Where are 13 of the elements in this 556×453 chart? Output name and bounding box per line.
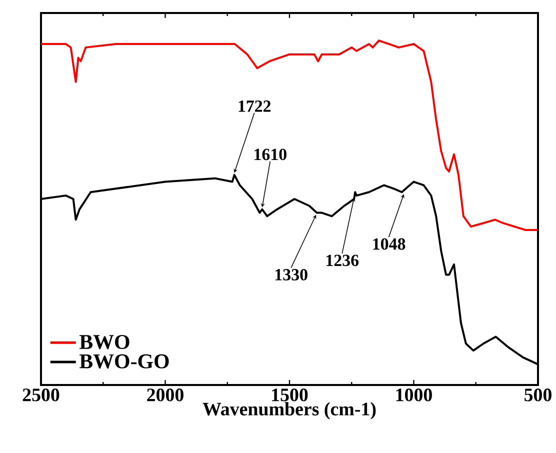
x-tick-label: 1500 xyxy=(272,388,308,402)
x-axis-title: Wavenumbers (cm-1) xyxy=(202,402,376,420)
annotation: 1048 xyxy=(373,238,406,250)
legend-label: BWO xyxy=(79,334,130,350)
x-tick-label: 500 xyxy=(524,388,552,402)
x-tick-label: 2500 xyxy=(22,388,60,402)
annotation: 1330 xyxy=(276,268,308,280)
x-tick-label: 2000 xyxy=(147,388,184,402)
annotation: 1722 xyxy=(238,100,271,112)
legend-label: BWO-GO xyxy=(79,354,169,368)
x-tick-label: 1000 xyxy=(396,388,432,402)
annotation: 1236 xyxy=(326,254,359,266)
annotation: 1610 xyxy=(254,148,286,160)
